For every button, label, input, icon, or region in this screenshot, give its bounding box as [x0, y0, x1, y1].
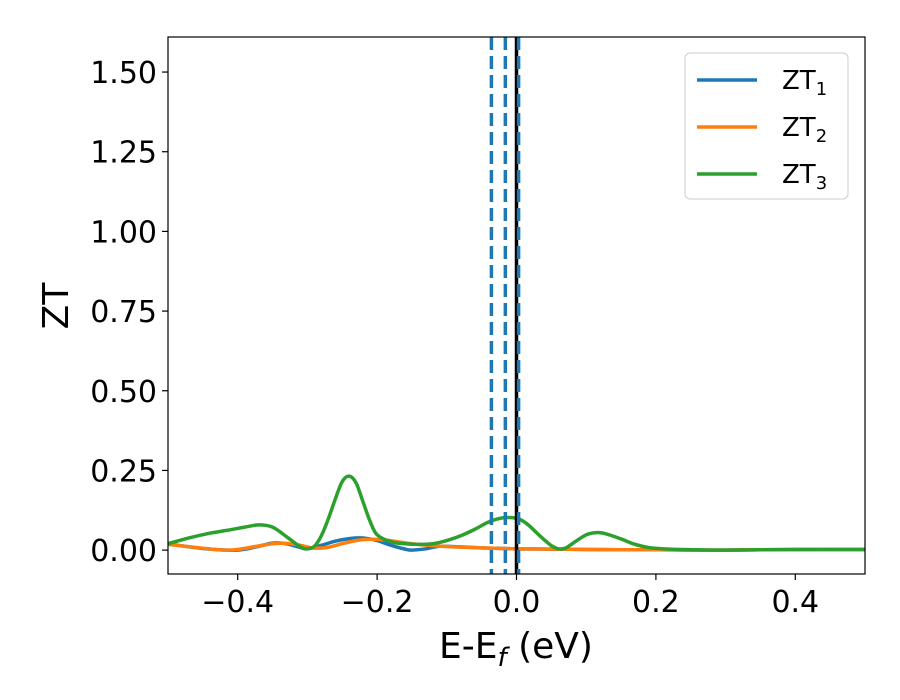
x-axis-ticks: −0.4 −0.2 0.0 0.2 0.4	[201, 574, 819, 620]
vertical-marker-lines	[489, 37, 521, 574]
legend-box	[684, 52, 849, 200]
x-axis-label-main: E-E	[439, 626, 497, 667]
x-tick-label: −0.4	[201, 585, 274, 620]
x-axis-label-unit: (eV)	[507, 626, 593, 667]
series-layer	[168, 474, 865, 552]
y-tick-label: 0.50	[90, 375, 157, 410]
x-tick-label: 0.0	[493, 585, 541, 620]
y-tick-label: 1.50	[90, 56, 157, 91]
y-axis-ticks: 0.00 0.25 0.50 0.75 1.00 1.25 1.50	[90, 56, 168, 569]
y-tick-label: 0.25	[90, 454, 157, 489]
y-tick-label: 1.00	[90, 215, 157, 250]
x-tick-label: 0.2	[632, 585, 680, 620]
y-axis-label: ZT	[36, 282, 77, 330]
legend-label-zt2: ZT2	[782, 113, 827, 147]
legend: ZT1 ZT2 ZT3	[684, 52, 849, 200]
series-line-zt3	[168, 474, 865, 552]
x-axis-label: E-Ef (eV)	[439, 626, 593, 673]
legend-label-zt1: ZT1	[782, 66, 827, 100]
y-tick-label: 0.00	[90, 534, 157, 569]
legend-label-zt3: ZT3	[782, 160, 827, 194]
x-tick-label: 0.4	[771, 585, 819, 620]
x-tick-label: −0.2	[341, 585, 414, 620]
y-tick-label: 1.25	[90, 136, 157, 171]
y-tick-label: 0.75	[90, 295, 157, 330]
